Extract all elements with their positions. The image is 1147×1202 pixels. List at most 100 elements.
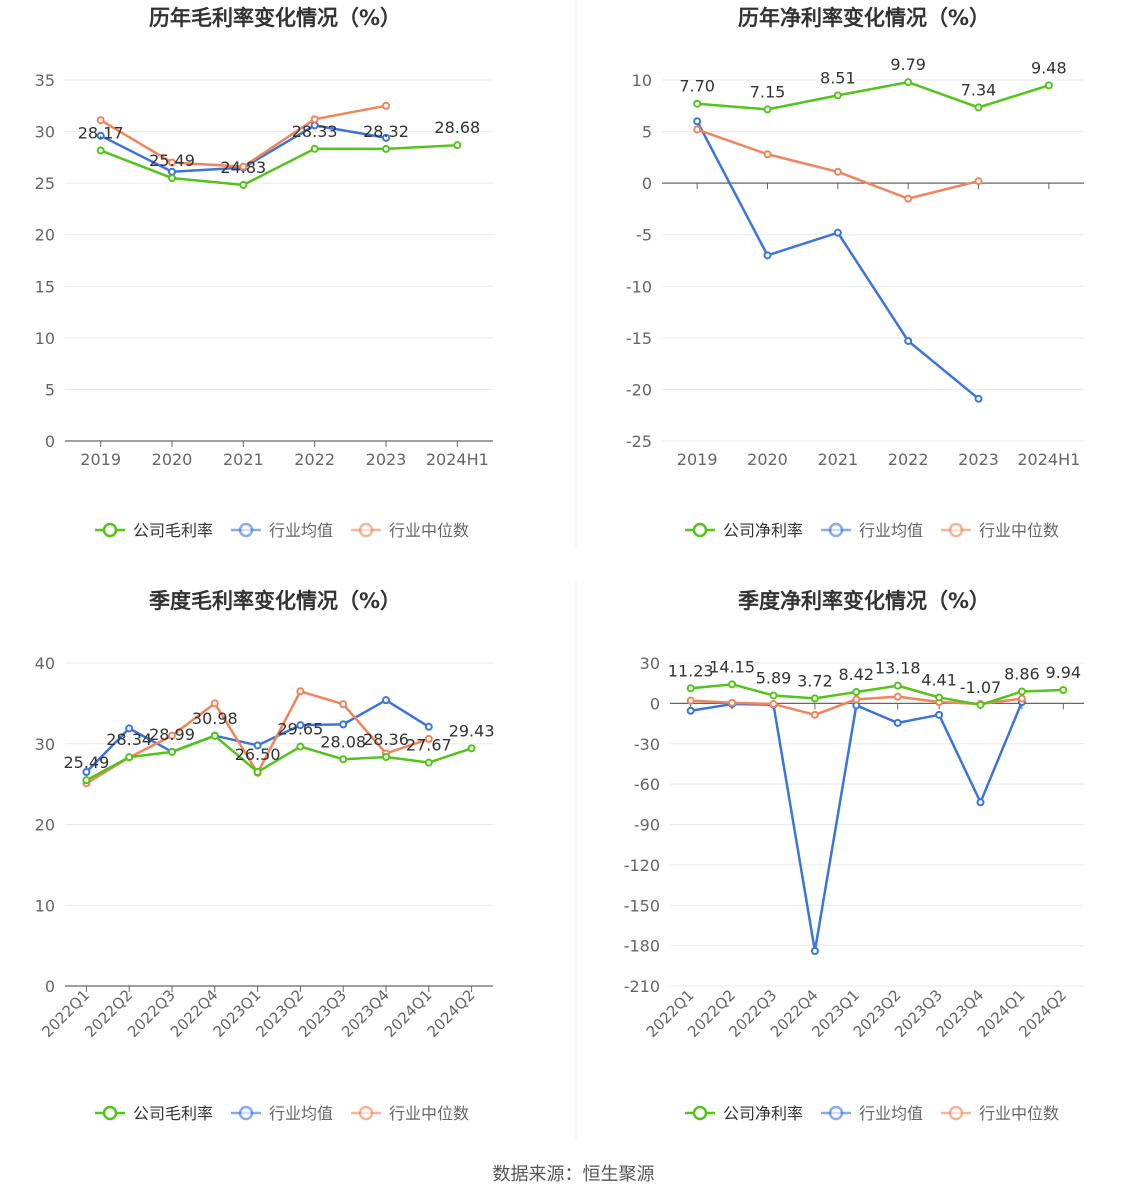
- data-point: [253, 741, 262, 750]
- data-point: [810, 710, 819, 719]
- data-point: [810, 947, 819, 956]
- legend-label: 行业均值: [859, 1104, 923, 1123]
- data-point: [686, 696, 695, 705]
- y-tick-label: 30: [35, 735, 55, 754]
- data-point: [296, 742, 305, 751]
- y-tick-label: 30: [640, 654, 660, 673]
- data-label: 11.23: [668, 661, 714, 680]
- data-point: [382, 752, 390, 761]
- y-tick-label: 5: [45, 380, 55, 399]
- data-point: [686, 706, 695, 715]
- y-tick-label: -90: [634, 816, 660, 835]
- data-point: [96, 116, 105, 125]
- data-point: [382, 696, 390, 705]
- x-tick-label: 2019: [80, 450, 121, 469]
- data-point: [904, 78, 913, 87]
- data-point: [168, 158, 176, 167]
- data-label: 26.50: [235, 745, 281, 764]
- data-point: [976, 798, 985, 807]
- data-label: 8.51: [820, 68, 856, 87]
- data-point: [382, 133, 390, 142]
- legend-swatch-marker: [692, 522, 708, 538]
- data-label: 28.68: [434, 118, 480, 137]
- legend-label: 行业均值: [859, 521, 923, 540]
- data-point: [833, 167, 842, 176]
- legend-swatch-marker: [358, 522, 374, 538]
- data-point: [693, 99, 702, 108]
- y-tick-label: -25: [626, 432, 652, 451]
- x-tick-label: 2022: [888, 450, 929, 469]
- data-point: [296, 721, 305, 730]
- data-point: [763, 105, 772, 114]
- data-label: 28.34: [106, 730, 152, 749]
- data-label: 13.18: [875, 659, 921, 678]
- data-point: [893, 681, 902, 690]
- y-tick-label: -30: [634, 735, 660, 754]
- y-tick-label: 20: [35, 816, 55, 835]
- y-tick-label: 20: [35, 226, 55, 245]
- y-tick-label: 40: [35, 654, 55, 673]
- data-point: [1017, 687, 1026, 696]
- legend-swatch-marker: [358, 1105, 374, 1121]
- y-tick-label: -210: [624, 977, 660, 996]
- y-tick-label: 15: [35, 277, 55, 296]
- y-tick-label: -15: [626, 329, 652, 348]
- y-tick-label: 25: [35, 174, 55, 193]
- data-label: -1.07: [960, 678, 1001, 697]
- legend-swatch-marker: [828, 522, 844, 538]
- data-point: [852, 695, 861, 704]
- x-tick-label: 2024H1: [1017, 450, 1080, 469]
- x-tick-label: 2024H1: [426, 450, 489, 469]
- data-label: 7.70: [679, 77, 715, 96]
- legend-swatch-marker: [948, 522, 964, 538]
- y-tick-label: -180: [624, 937, 660, 956]
- data-point: [96, 131, 105, 140]
- legend-label: 公司毛利率: [133, 1104, 213, 1123]
- data-point: [253, 768, 262, 777]
- series-line-0: [85, 734, 472, 782]
- x-tick-label: 2019: [677, 450, 718, 469]
- legend-label: 行业中位数: [979, 521, 1059, 540]
- x-tick-label: 2021: [817, 450, 858, 469]
- data-point: [763, 150, 772, 159]
- data-label: 8.42: [838, 665, 874, 684]
- y-tick-label: -60: [634, 775, 660, 794]
- data-point: [339, 700, 348, 709]
- data-label: 28.36: [363, 730, 409, 749]
- data-point: [96, 146, 105, 155]
- y-tick-label: 0: [45, 977, 55, 996]
- legend-label: 行业均值: [269, 1104, 333, 1123]
- legend-swatch-marker: [828, 1105, 844, 1121]
- series-line-1: [696, 120, 980, 400]
- data-point: [893, 692, 902, 701]
- y-tick-label: 0: [650, 694, 660, 713]
- data-label: 5.89: [756, 668, 792, 687]
- y-tick-label: -20: [626, 380, 652, 399]
- y-tick-label: 30: [35, 123, 55, 142]
- data-point: [424, 722, 433, 731]
- x-tick-label: 2023: [958, 450, 999, 469]
- data-point: [769, 700, 778, 709]
- data-point: [210, 699, 219, 708]
- legend-swatch-marker: [692, 1105, 708, 1121]
- legend-label: 行业中位数: [389, 521, 469, 540]
- data-point: [125, 753, 134, 762]
- data-point: [82, 768, 91, 777]
- data-point: [904, 194, 913, 203]
- data-label: 28.99: [149, 725, 195, 744]
- x-tick-label: 2024Q2: [424, 986, 479, 1041]
- data-label: 25.49: [63, 753, 109, 772]
- data-label: 25.49: [149, 151, 195, 170]
- y-tick-label: -10: [626, 277, 652, 296]
- data-label: 28.32: [363, 122, 409, 141]
- chart-title: 季度毛利率变化情况（%）: [149, 589, 401, 613]
- data-label: 28.17: [78, 123, 124, 142]
- data-point: [686, 684, 695, 693]
- data-label: 7.34: [961, 80, 997, 99]
- data-point: [239, 162, 248, 171]
- data-point: [467, 744, 476, 753]
- data-point: [239, 180, 248, 189]
- data-point: [168, 174, 176, 183]
- chart-title: 季度净利率变化情况（%）: [738, 589, 990, 613]
- data-point: [82, 776, 91, 785]
